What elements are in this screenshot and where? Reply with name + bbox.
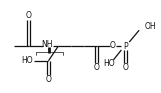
Text: NH: NH — [41, 40, 52, 49]
Text: HO: HO — [103, 59, 114, 68]
Text: O: O — [46, 75, 51, 84]
Text: O: O — [26, 11, 32, 20]
Text: O: O — [94, 63, 100, 72]
Text: HO: HO — [21, 56, 33, 65]
Text: O: O — [122, 63, 128, 72]
Text: O: O — [110, 41, 115, 49]
Text: P: P — [123, 41, 128, 50]
Text: OH: OH — [145, 22, 157, 31]
